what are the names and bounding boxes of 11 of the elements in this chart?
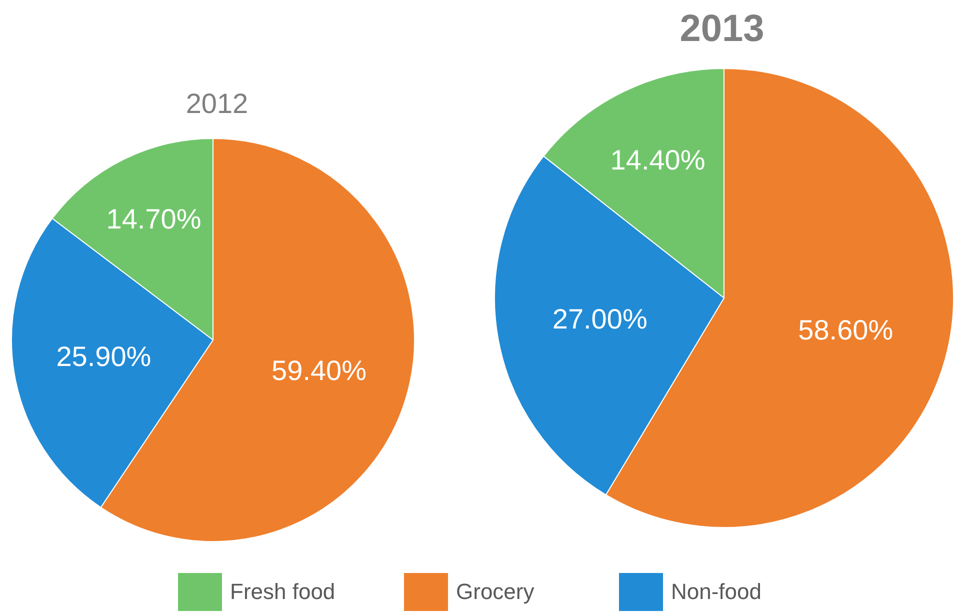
data-label: 14.70% (106, 204, 202, 235)
legend-label: Non-food (671, 579, 762, 605)
legend-label: Fresh food (230, 579, 336, 605)
data-label: 25.90% (56, 341, 152, 372)
data-label: 58.60% (798, 314, 894, 346)
chart-title: 2013 (678, 8, 766, 51)
data-label: 14.40% (610, 144, 706, 176)
data-label: 27.00% (552, 304, 648, 335)
legend-label: Grocery (456, 579, 534, 605)
chart-title: 2012 (184, 88, 250, 120)
data-label: 59.40% (272, 354, 367, 386)
